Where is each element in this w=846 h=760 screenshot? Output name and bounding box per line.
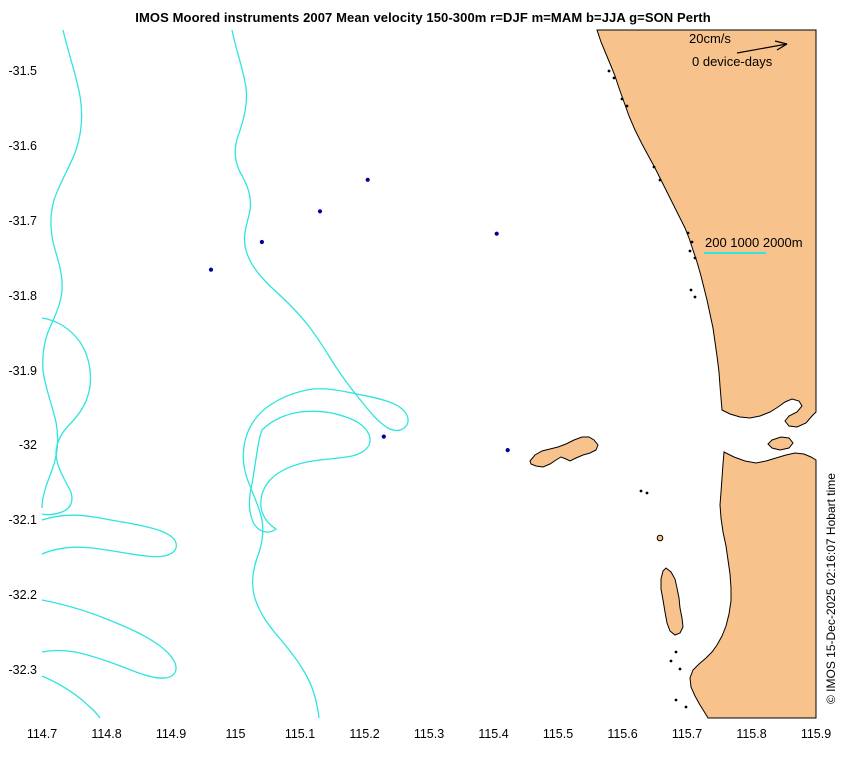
instrument-marker: [208, 267, 214, 272]
x-tick-label: 115.6: [607, 727, 638, 741]
y-tick-label: -31.7: [8, 213, 38, 228]
instrument-marker: [365, 177, 370, 182]
bathymetry-contour: [41, 514, 177, 558]
mainland-south: [689, 451, 817, 719]
y-tick-label: -32: [18, 438, 37, 453]
mainland-north: [596, 29, 817, 428]
y-tick-label: -31.5: [8, 64, 38, 78]
copyright-text: © IMOS 15-Dec-2025 02:16:07 Hobart time: [824, 473, 838, 704]
x-tick-label: 115.7: [671, 727, 703, 741]
instrument-marker: [505, 448, 510, 453]
figure-title: IMOS Moored instruments 2007 Mean veloci…: [135, 10, 711, 25]
instrument-marker: [259, 239, 264, 245]
instrument-marker: [494, 231, 499, 236]
estuary-island: [767, 436, 794, 451]
y-tick-label: -31.8: [8, 288, 38, 303]
garden-island: [660, 567, 684, 636]
bathymetry-contour: [231, 29, 409, 719]
x-tick-label: 115.3: [413, 727, 445, 741]
y-tick-label: -32.1: [8, 513, 38, 528]
x-tick-label: 115: [225, 727, 246, 741]
bathymetry-contour: [41, 29, 83, 509]
x-tick-label: 115.5: [542, 727, 574, 741]
bathymetry-contour: [248, 410, 371, 533]
bathymetry-contour: [41, 599, 177, 679]
y-tick-label: -32.3: [8, 663, 38, 677]
x-tick-label: 115.4: [478, 727, 509, 741]
instrument-markers: [208, 177, 510, 453]
x-tick-label: 115.1: [284, 727, 316, 741]
depth-contours-label: 200 1000 2000m: [705, 235, 803, 250]
rottnest-island: [529, 436, 599, 468]
x-tick-label: 115.2: [349, 727, 380, 741]
y-tick-label: -32.2: [8, 588, 38, 603]
bathymetry-contours: [41, 29, 409, 719]
x-tick-label: 114.7: [26, 727, 58, 741]
x-tick-label: 115.9: [800, 727, 832, 741]
x-tick-label: 115.8: [736, 727, 767, 741]
y-tick-label: -31.9: [8, 363, 38, 378]
instrument-marker: [381, 434, 386, 439]
carnac-island: [656, 534, 664, 542]
depth-contours-underline: [704, 252, 766, 254]
legend-device-days-label: 0 device-days: [692, 54, 773, 69]
bathymetry-contour: [41, 317, 92, 516]
scale-arrow-icon: [736, 40, 788, 54]
x-tick-label: 114.8: [91, 727, 122, 741]
instrument-marker: [317, 209, 323, 214]
legend-scale-label: 20cm/s: [689, 31, 731, 46]
y-tick-label: -31.6: [8, 138, 38, 153]
coastal-islets: [607, 69, 697, 709]
bathymetry-contour: [41, 675, 101, 719]
x-tick-label: 114.9: [155, 727, 187, 741]
